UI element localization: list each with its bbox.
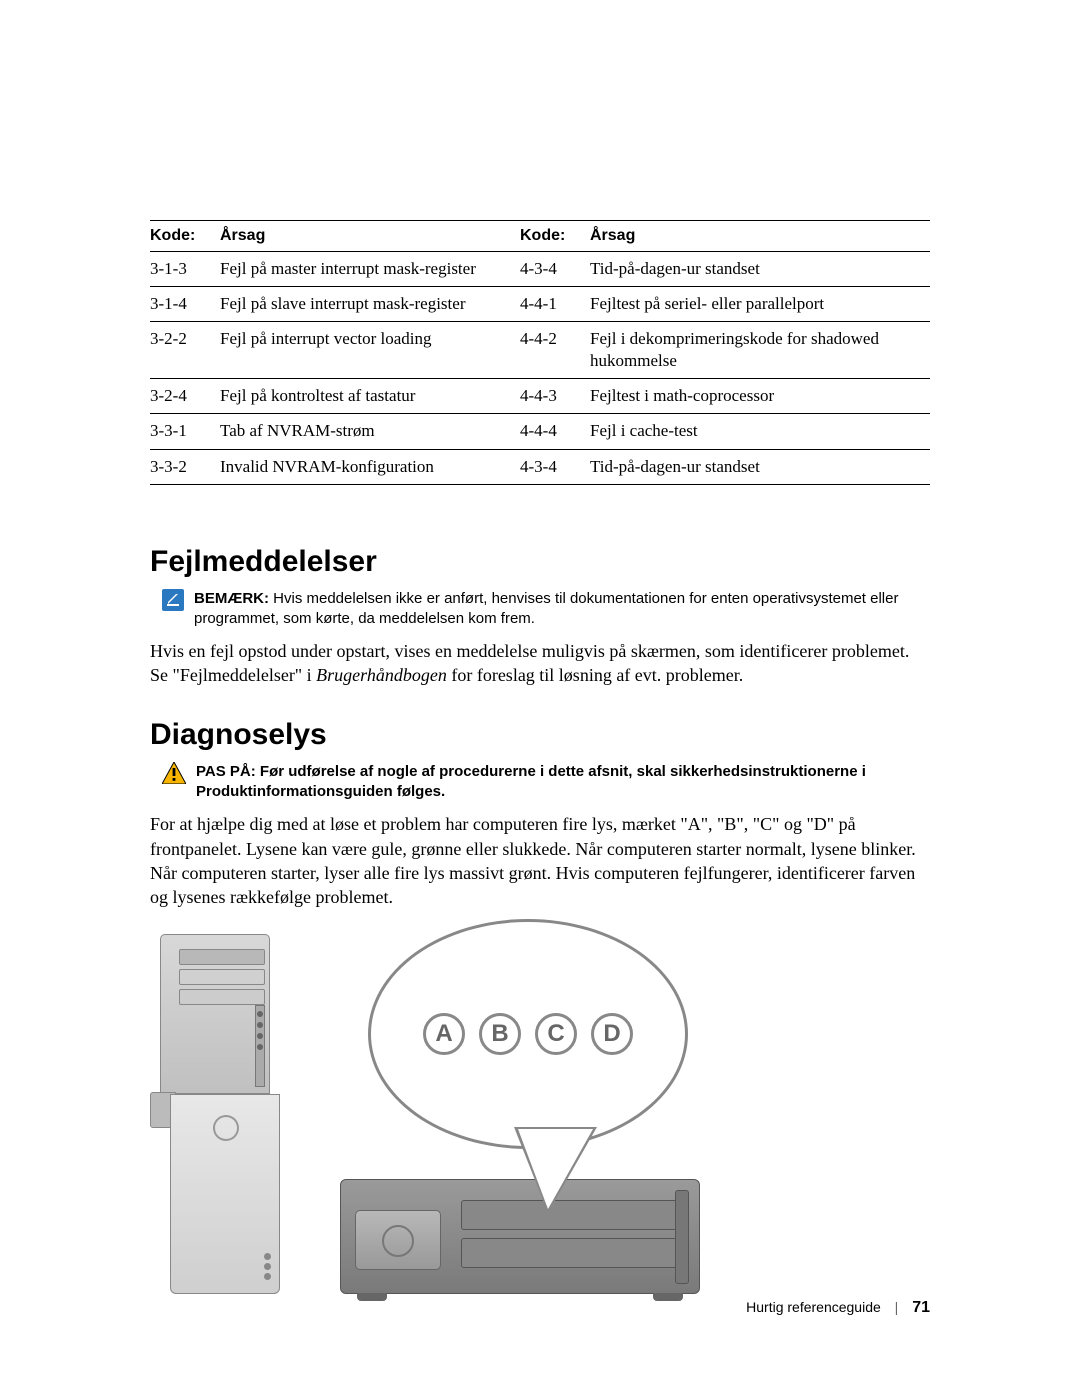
page-footer: Hurtig referenceguide | 71 [746, 1299, 930, 1317]
callout-bubble: A B C D [368, 919, 688, 1199]
th-arsag-1: Årsag [220, 221, 520, 252]
led-d: D [591, 1013, 633, 1055]
note-icon [162, 589, 184, 611]
table-row: 3-2-2 Fejl på interrupt vector loading 4… [150, 322, 930, 379]
table-row: 3-3-1 Tab af NVRAM-strøm 4-4-4 Fejl i ca… [150, 414, 930, 449]
body-paragraph: For at hjælpe dig med at løse et problem… [150, 812, 930, 909]
tower-computer-illustration [150, 934, 300, 1254]
heading-fejlmeddelelser: Fejlmeddelelser [150, 545, 930, 579]
heading-diagnoselys: Diagnoselys [150, 718, 930, 752]
beep-codes-table: Kode: Årsag Kode: Årsag 3-1-3 Fejl på ma… [150, 220, 930, 485]
table-row: 3-1-4 Fejl på slave interrupt mask-regis… [150, 287, 930, 322]
table-row: 3-2-4 Fejl på kontroltest af tastatur 4-… [150, 379, 930, 414]
table-row: 3-3-2 Invalid NVRAM-konfiguration 4-3-4 … [150, 449, 930, 484]
table-row: 3-1-3 Fejl på master interrupt mask-regi… [150, 252, 930, 287]
th-kode-2: Kode: [520, 221, 590, 252]
page-number: 71 [912, 1299, 930, 1316]
caution-box: PAS PÅ: Før udførelse af nogle af proced… [150, 762, 930, 803]
led-a: A [423, 1013, 465, 1055]
caution-text: PAS PÅ: Før udførelse af nogle af proced… [196, 762, 930, 803]
led-c: C [535, 1013, 577, 1055]
th-kode-1: Kode: [150, 221, 220, 252]
note-text: BEMÆRK: Hvis meddelelsen ikke er anført,… [194, 589, 930, 630]
note-box: BEMÆRK: Hvis meddelelsen ikke er anført,… [150, 589, 930, 630]
led-b: B [479, 1013, 521, 1055]
th-arsag-2: Årsag [590, 221, 930, 252]
caution-icon [162, 762, 186, 789]
body-paragraph: Hvis en fejl opstod under opstart, vises… [150, 639, 930, 688]
computer-diagram: A B C D [150, 934, 710, 1294]
footer-title: Hurtig referenceguide [746, 1299, 881, 1315]
